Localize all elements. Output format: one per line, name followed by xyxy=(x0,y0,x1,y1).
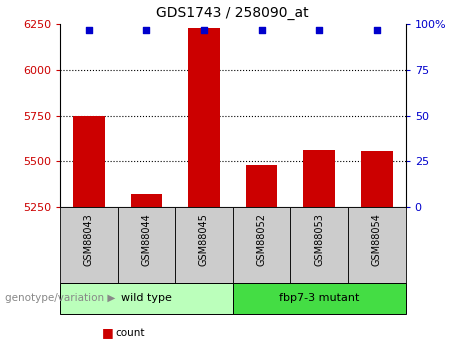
Point xyxy=(315,27,323,32)
Bar xyxy=(233,283,406,314)
Text: ■: ■ xyxy=(101,344,113,345)
Bar xyxy=(290,207,348,283)
Bar xyxy=(175,207,233,283)
Text: genotype/variation ▶: genotype/variation ▶ xyxy=(5,294,115,303)
Bar xyxy=(348,207,406,283)
Title: GDS1743 / 258090_at: GDS1743 / 258090_at xyxy=(156,6,309,20)
Text: count: count xyxy=(115,328,145,338)
Bar xyxy=(233,207,290,283)
Text: GSM88054: GSM88054 xyxy=(372,213,382,266)
Bar xyxy=(60,207,118,283)
Text: ■: ■ xyxy=(101,326,113,339)
Point xyxy=(142,27,150,32)
Point xyxy=(373,27,381,32)
Point xyxy=(200,27,207,32)
Bar xyxy=(118,207,175,283)
Point xyxy=(258,27,266,32)
Bar xyxy=(73,116,105,207)
Bar xyxy=(130,194,162,207)
Point xyxy=(85,27,92,32)
Text: GSM88044: GSM88044 xyxy=(142,213,151,266)
Bar xyxy=(188,28,220,207)
Text: wild type: wild type xyxy=(121,294,172,303)
Text: GSM88043: GSM88043 xyxy=(84,213,94,266)
Text: fbp7-3 mutant: fbp7-3 mutant xyxy=(279,294,360,303)
Bar xyxy=(246,165,278,207)
Text: GSM88045: GSM88045 xyxy=(199,213,209,266)
Bar xyxy=(361,151,393,207)
Text: GSM88052: GSM88052 xyxy=(257,213,266,266)
Text: GSM88053: GSM88053 xyxy=(314,213,324,266)
Bar xyxy=(303,150,335,207)
Bar xyxy=(60,283,233,314)
